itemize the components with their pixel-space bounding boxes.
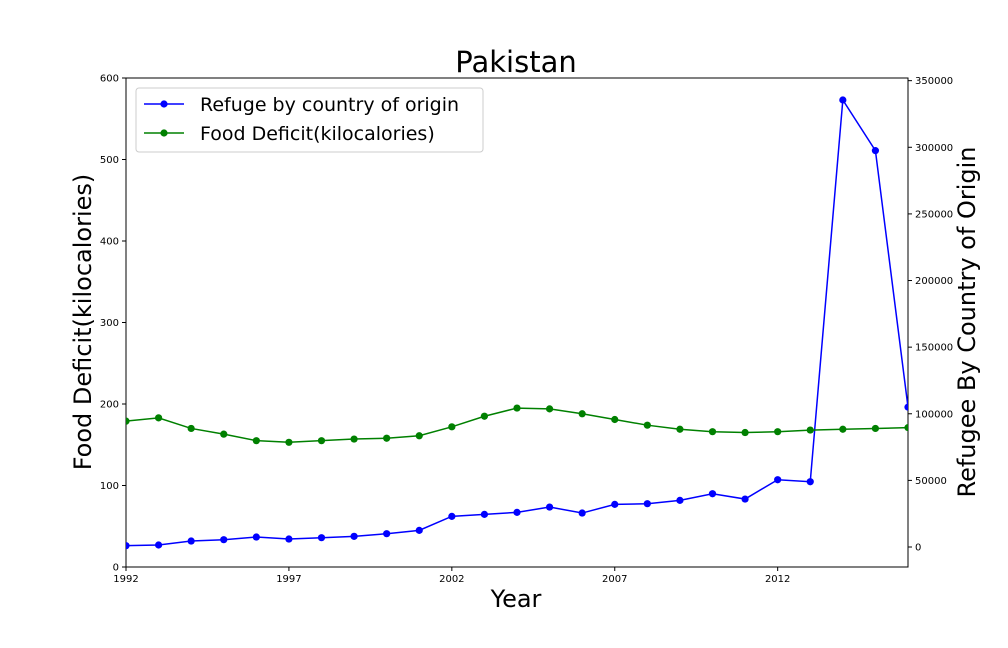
x-tick-label: 2007 — [602, 574, 627, 585]
y-right-tick-label: 50000 — [915, 476, 947, 487]
series-0-point — [839, 96, 847, 104]
series-1-point — [126, 417, 130, 425]
y-left-tick-label: 400 — [100, 237, 119, 248]
y-left-tick-label: 300 — [100, 318, 119, 329]
legend: Refuge by country of origin Food Deficit(… — [135, 87, 484, 153]
series-1-point — [774, 428, 782, 436]
legend-label: Refuge by country of origin — [200, 94, 459, 116]
series-0-point — [252, 533, 260, 541]
series-1-point — [839, 425, 847, 433]
series-0-point — [480, 510, 489, 518]
series-1-point — [708, 428, 717, 436]
y-left-tick-label: 200 — [100, 400, 119, 411]
y-right-tick-label: 0 — [915, 543, 921, 554]
series-1-point — [578, 410, 586, 418]
series-0-point — [187, 537, 195, 545]
series-0-point — [448, 512, 456, 520]
y-right-tick-label: 350000 — [915, 76, 953, 87]
legend-swatch-marker — [160, 129, 168, 137]
series-1-point — [383, 434, 391, 442]
legend-label: Food Deficit(kilocalories) — [200, 123, 435, 145]
y-right-tick-label: 250000 — [915, 209, 953, 220]
series-1-point — [741, 428, 749, 437]
series-1-point — [252, 437, 260, 445]
series-1-point — [187, 424, 195, 433]
series-0-point — [220, 536, 228, 544]
series-1-point — [611, 415, 619, 424]
series-1-point — [317, 437, 326, 445]
series-0-point — [126, 542, 130, 550]
y-axis-right-title: Refugee By Country of Origin — [953, 147, 981, 498]
series-1-point — [871, 424, 880, 433]
series-0-point — [545, 503, 554, 511]
y-right-tick-label: 300000 — [915, 143, 953, 154]
y-axis-left-title: Food Deficit(kilocalories) — [69, 174, 97, 471]
series-0-point — [871, 147, 880, 155]
x-tick-label: 1992 — [113, 574, 138, 585]
series-1-point — [448, 423, 456, 431]
y-left-tick-label: 600 — [100, 74, 119, 85]
y-axis-right: 0 50000 100000 150000 200000 250000 300000 3500… — [908, 76, 953, 554]
series-0-point — [285, 535, 293, 543]
series-1-point — [154, 414, 163, 422]
x-tick-label: 2012 — [765, 574, 790, 585]
series-0-point — [676, 496, 684, 504]
y-left-tick-label: 0 — [113, 563, 119, 574]
x-tick-label: 1997 — [276, 574, 301, 585]
series-1-point — [676, 425, 684, 433]
series-1-point — [415, 432, 423, 440]
y-right-tick-label: 200000 — [915, 276, 953, 287]
series-0-point — [774, 476, 782, 484]
series-1-point — [806, 426, 814, 434]
series-0-point — [611, 500, 619, 508]
y-left-tick-label: 100 — [100, 481, 119, 492]
series-line-1 — [126, 407, 908, 444]
series-layer — [126, 96, 908, 550]
series-0-point — [383, 530, 391, 538]
series-0-point — [513, 508, 521, 516]
series-0-point — [578, 509, 586, 517]
series-1-point — [285, 438, 293, 446]
series-1-point — [904, 424, 908, 432]
series-1-point — [350, 435, 358, 443]
series-0-point — [415, 526, 423, 534]
legend-swatch-marker — [160, 100, 168, 108]
series-0-point — [643, 500, 651, 508]
x-axis-title: Year — [490, 585, 542, 613]
y-right-tick-label: 100000 — [915, 409, 953, 420]
x-tick-label: 2002 — [439, 574, 464, 585]
series-0-point — [350, 532, 358, 540]
series-1-point — [643, 421, 651, 429]
chart-title: Pakistan — [455, 45, 576, 79]
series-1-point — [513, 404, 521, 412]
series-1-point — [545, 405, 554, 413]
series-0-point — [741, 495, 749, 503]
series-0-point — [806, 478, 814, 486]
y-axis-left: 0 100 200 300 400 500 600 — [100, 74, 126, 574]
legend-box — [135, 87, 484, 153]
series-0-point — [317, 534, 326, 542]
series-0-point — [904, 403, 908, 411]
series-line-0 — [126, 97, 908, 547]
y-right-tick-label: 150000 — [915, 343, 953, 354]
series-1-point — [480, 412, 489, 420]
y-left-tick-label: 500 — [100, 155, 119, 166]
series-0-point — [708, 490, 717, 498]
series-0-point — [154, 541, 163, 549]
x-axis: 1992 1997 2002 2007 2012 — [113, 567, 790, 585]
series-1-point — [220, 430, 228, 438]
